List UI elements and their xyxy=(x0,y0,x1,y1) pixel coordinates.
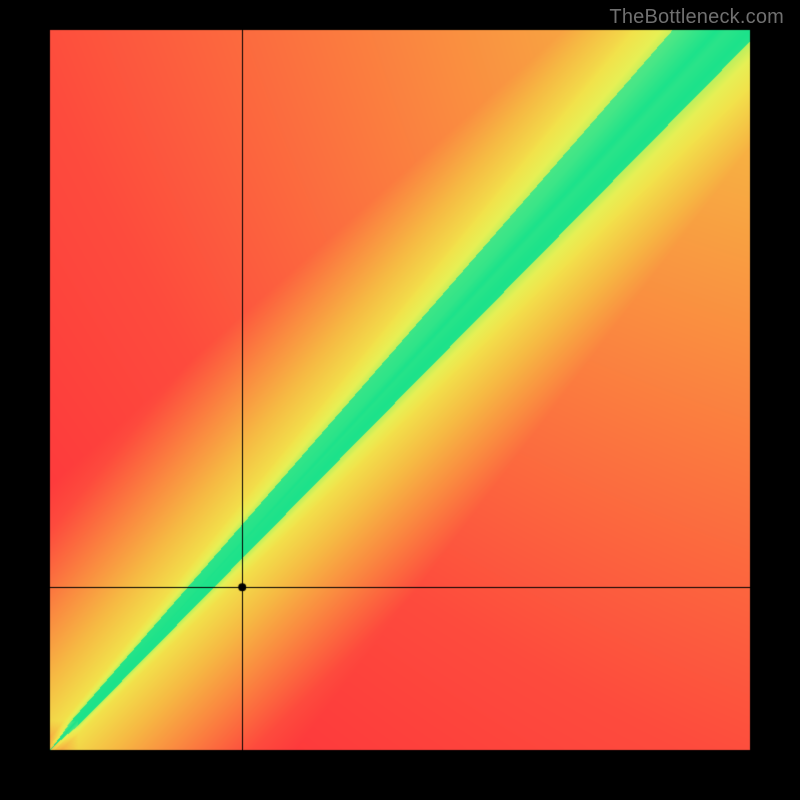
watermark-text: TheBottleneck.com xyxy=(609,6,784,29)
bottleneck-heatmap xyxy=(0,0,800,800)
chart-container: TheBottleneck.com xyxy=(0,0,800,800)
